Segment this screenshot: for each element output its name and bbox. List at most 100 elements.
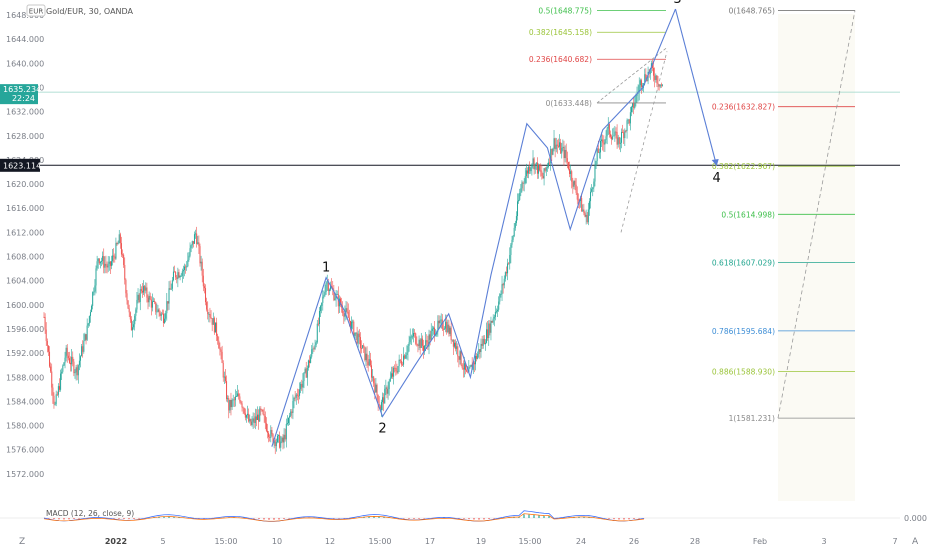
candle-body <box>297 395 299 397</box>
candle-body <box>307 360 309 368</box>
candle-body <box>251 421 253 425</box>
price-axis-area[interactable] <box>900 0 932 550</box>
candle-body <box>73 361 75 374</box>
candle-body <box>159 312 161 316</box>
candle-body <box>463 363 465 370</box>
auto-scale-button[interactable]: A <box>912 537 919 547</box>
candle-body <box>508 263 510 265</box>
candle-body <box>127 300 129 309</box>
time-tick-label: 12 <box>325 537 335 546</box>
candle-body <box>207 309 209 315</box>
channel-line[interactable] <box>620 51 668 233</box>
candle-body <box>230 399 232 408</box>
candle-body <box>266 430 268 433</box>
candle-body <box>609 134 611 137</box>
candle-body <box>209 314 211 318</box>
candle-body <box>520 188 522 194</box>
candle-body <box>177 272 179 280</box>
candle-body <box>591 189 593 192</box>
candle-body <box>160 313 162 316</box>
candle-body <box>659 84 661 87</box>
candle-body <box>168 288 170 304</box>
wave-label: 2 <box>378 422 386 437</box>
candle-body <box>590 191 592 202</box>
candle-body <box>655 75 657 80</box>
fib-retracement[interactable]: 0(1648.765) 0.236(1632.827) 0.382(1622.967… <box>712 6 856 423</box>
candle-body <box>424 345 426 351</box>
candle-body <box>343 313 345 317</box>
price-tick-label: 1612.000 <box>6 228 44 237</box>
candle-body <box>617 137 619 145</box>
candle-body <box>552 148 554 155</box>
candle-body <box>80 356 82 361</box>
macd-pane[interactable]: MACD (12, 26, close, 9) 0.000 <box>0 509 927 523</box>
candle-body <box>250 419 252 425</box>
candle-body <box>94 285 96 292</box>
candle-body <box>414 333 416 334</box>
candle-body <box>601 139 603 141</box>
macd-line <box>43 510 645 522</box>
candle-body <box>288 417 290 424</box>
candle-body <box>91 305 93 313</box>
candle-body <box>483 338 485 345</box>
trend-channel[interactable] <box>620 51 668 233</box>
candle-body <box>44 317 46 330</box>
candle-body <box>458 356 460 360</box>
wave-path[interactable] <box>271 8 676 447</box>
candle-body <box>644 74 646 84</box>
candle-body <box>188 255 190 260</box>
candle-body <box>175 272 177 278</box>
candle-body <box>223 376 225 378</box>
candle-body <box>106 265 108 268</box>
candle-body <box>155 302 157 312</box>
candle-body <box>77 365 79 376</box>
candle-body <box>653 67 655 76</box>
time-tick-label: 3 <box>821 537 826 546</box>
candle-body <box>265 423 267 431</box>
price-tick-label: 1608.000 <box>6 253 44 262</box>
price-tick-label: 1632.000 <box>6 108 44 117</box>
candle-body <box>153 301 155 302</box>
candle-body <box>563 146 565 159</box>
candle-body <box>528 166 530 174</box>
time-tick-label: 15:00 <box>518 537 541 546</box>
candle-body <box>310 356 312 363</box>
time-tick-label: 19 <box>476 537 486 546</box>
candle-body <box>498 301 500 310</box>
wave-projection[interactable] <box>674 8 718 167</box>
candle-body <box>551 148 553 155</box>
candle-body <box>374 383 376 393</box>
candle-body <box>309 360 311 363</box>
fib-extension[interactable]: 0.5(1648.775) 0.382(1645.158) 0.236(1640.6… <box>529 6 667 108</box>
candle-body <box>255 416 257 420</box>
elliott-wave[interactable]: 1 2 3 4 <box>271 0 721 447</box>
candle-body <box>625 130 627 132</box>
time-tick-label: Feb <box>753 537 767 546</box>
candle-body <box>434 327 436 336</box>
candle-body <box>417 345 419 347</box>
candle-body <box>46 340 48 346</box>
candle-body <box>221 351 223 364</box>
candle-body <box>278 435 280 436</box>
zoom-icon[interactable]: Z <box>19 537 25 547</box>
candle-body <box>410 336 412 338</box>
candle-body <box>385 387 387 389</box>
price-tick-label: 1592.000 <box>6 349 44 358</box>
candle-body <box>143 286 145 293</box>
candle-body <box>96 261 98 269</box>
candle-body <box>89 312 91 317</box>
candle-body <box>554 138 556 150</box>
candle-body <box>413 333 415 337</box>
candle-body <box>313 348 315 350</box>
candle-body <box>392 373 394 377</box>
candle-body <box>572 181 574 187</box>
fib-ret-trend[interactable] <box>777 10 856 419</box>
candle-body <box>203 286 205 289</box>
candle-body <box>398 359 400 367</box>
candle-body <box>65 347 67 358</box>
candle-body <box>636 93 638 96</box>
candle-body <box>638 85 640 93</box>
candle-body <box>515 216 517 224</box>
candle-body <box>101 260 103 262</box>
